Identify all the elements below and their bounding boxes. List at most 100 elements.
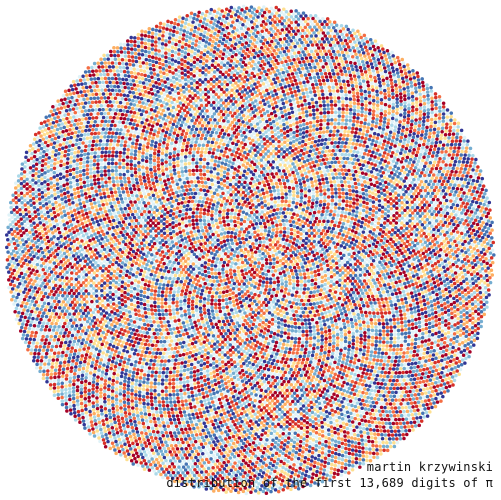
digit-dot xyxy=(202,140,207,144)
digit-dot xyxy=(336,179,340,184)
digit-dot xyxy=(305,130,309,134)
digit-dot xyxy=(165,287,169,291)
digit-dot xyxy=(146,259,151,264)
digit-dot xyxy=(215,204,219,209)
digit-dot xyxy=(245,314,249,318)
digit-dot xyxy=(164,156,168,161)
digit-dot xyxy=(335,266,339,270)
digit-dot xyxy=(363,331,367,335)
digit-dot xyxy=(329,265,333,270)
digit-dot xyxy=(273,237,277,241)
digit-dot xyxy=(386,218,390,223)
digit-dot xyxy=(227,205,231,209)
digit-dot xyxy=(157,231,161,236)
digit-dot xyxy=(294,294,298,298)
digit-dot xyxy=(151,281,155,285)
digit-dot xyxy=(201,255,205,259)
digit-dot xyxy=(236,139,240,144)
digit-dot xyxy=(192,345,197,349)
digit-dot xyxy=(139,203,143,208)
digit-dot xyxy=(192,226,196,230)
digit-dot xyxy=(308,325,312,330)
digit-dot xyxy=(262,311,266,315)
digit-dot xyxy=(358,323,362,327)
digit-dot xyxy=(145,148,149,153)
digit-dot xyxy=(162,363,167,367)
digit-dot xyxy=(220,379,224,383)
digit-dot xyxy=(159,192,164,197)
digit-dot xyxy=(174,190,179,195)
digit-dot xyxy=(237,237,241,241)
digit-dot xyxy=(149,171,154,175)
digit-dot xyxy=(196,381,200,385)
digit-dot xyxy=(265,241,270,245)
digit-dot xyxy=(150,288,154,293)
digit-dot xyxy=(378,304,382,308)
digit-dot xyxy=(132,287,137,291)
digit-dot xyxy=(282,234,286,238)
digit-dot xyxy=(164,305,168,309)
digit-dot xyxy=(228,315,232,320)
digit-dot xyxy=(167,181,171,185)
digit-dot xyxy=(319,216,323,220)
digit-dot xyxy=(286,107,291,112)
digit-dot xyxy=(365,206,369,210)
digit-dot xyxy=(210,339,215,343)
digit-dot xyxy=(136,309,141,313)
digit-dot xyxy=(237,202,241,206)
digit-dot xyxy=(312,290,317,294)
digit-dot xyxy=(150,312,155,316)
digit-dot xyxy=(353,262,358,267)
digit-dot xyxy=(372,311,376,315)
digit-dot xyxy=(243,194,248,198)
digit-dot xyxy=(173,338,177,343)
digit-dot xyxy=(335,249,339,254)
digit-dot xyxy=(349,232,354,237)
digit-dot xyxy=(383,198,387,202)
digit-dot xyxy=(344,226,348,231)
digit-dot xyxy=(215,121,220,125)
digit-dot xyxy=(315,131,319,136)
digit-dot xyxy=(280,282,285,286)
digit-dot xyxy=(105,213,109,217)
digit-dot xyxy=(175,245,180,250)
digit-dot xyxy=(182,250,186,255)
digit-dot xyxy=(269,178,273,183)
digit-dot xyxy=(203,265,207,269)
digit-dot xyxy=(190,299,195,304)
digit-dot xyxy=(161,204,166,208)
digit-dot xyxy=(249,376,254,380)
digit-dot xyxy=(261,155,266,159)
digit-dot xyxy=(259,267,264,271)
digit-dot xyxy=(265,313,269,318)
digit-dot xyxy=(303,306,308,311)
digit-dot xyxy=(262,111,267,116)
digit-dot xyxy=(191,310,195,314)
digit-dot xyxy=(191,222,196,227)
digit-dot xyxy=(175,300,179,305)
digit-dot xyxy=(221,383,225,387)
digit-dot xyxy=(223,377,227,382)
digit-dot xyxy=(164,194,169,199)
digit-dot xyxy=(217,134,221,139)
digit-dot xyxy=(355,346,359,351)
digit-dot xyxy=(251,310,256,315)
digit-dot xyxy=(217,145,221,149)
digit-dot xyxy=(343,350,347,354)
digit-dot xyxy=(211,361,216,366)
digit-dot xyxy=(209,349,213,353)
digit-dot xyxy=(170,125,174,130)
digit-dot xyxy=(166,197,170,202)
digit-dot xyxy=(219,109,223,114)
digit-dot xyxy=(268,121,273,126)
digit-dot xyxy=(226,126,231,130)
digit-dot xyxy=(307,350,311,355)
digit-dot xyxy=(248,129,252,134)
digit-dot xyxy=(122,203,126,208)
digit-dot xyxy=(225,305,229,309)
digit-dot xyxy=(375,251,379,255)
digit-dot xyxy=(255,225,260,229)
digit-dot xyxy=(185,196,189,200)
digit-dot xyxy=(253,261,258,265)
digit-dot xyxy=(252,264,256,269)
